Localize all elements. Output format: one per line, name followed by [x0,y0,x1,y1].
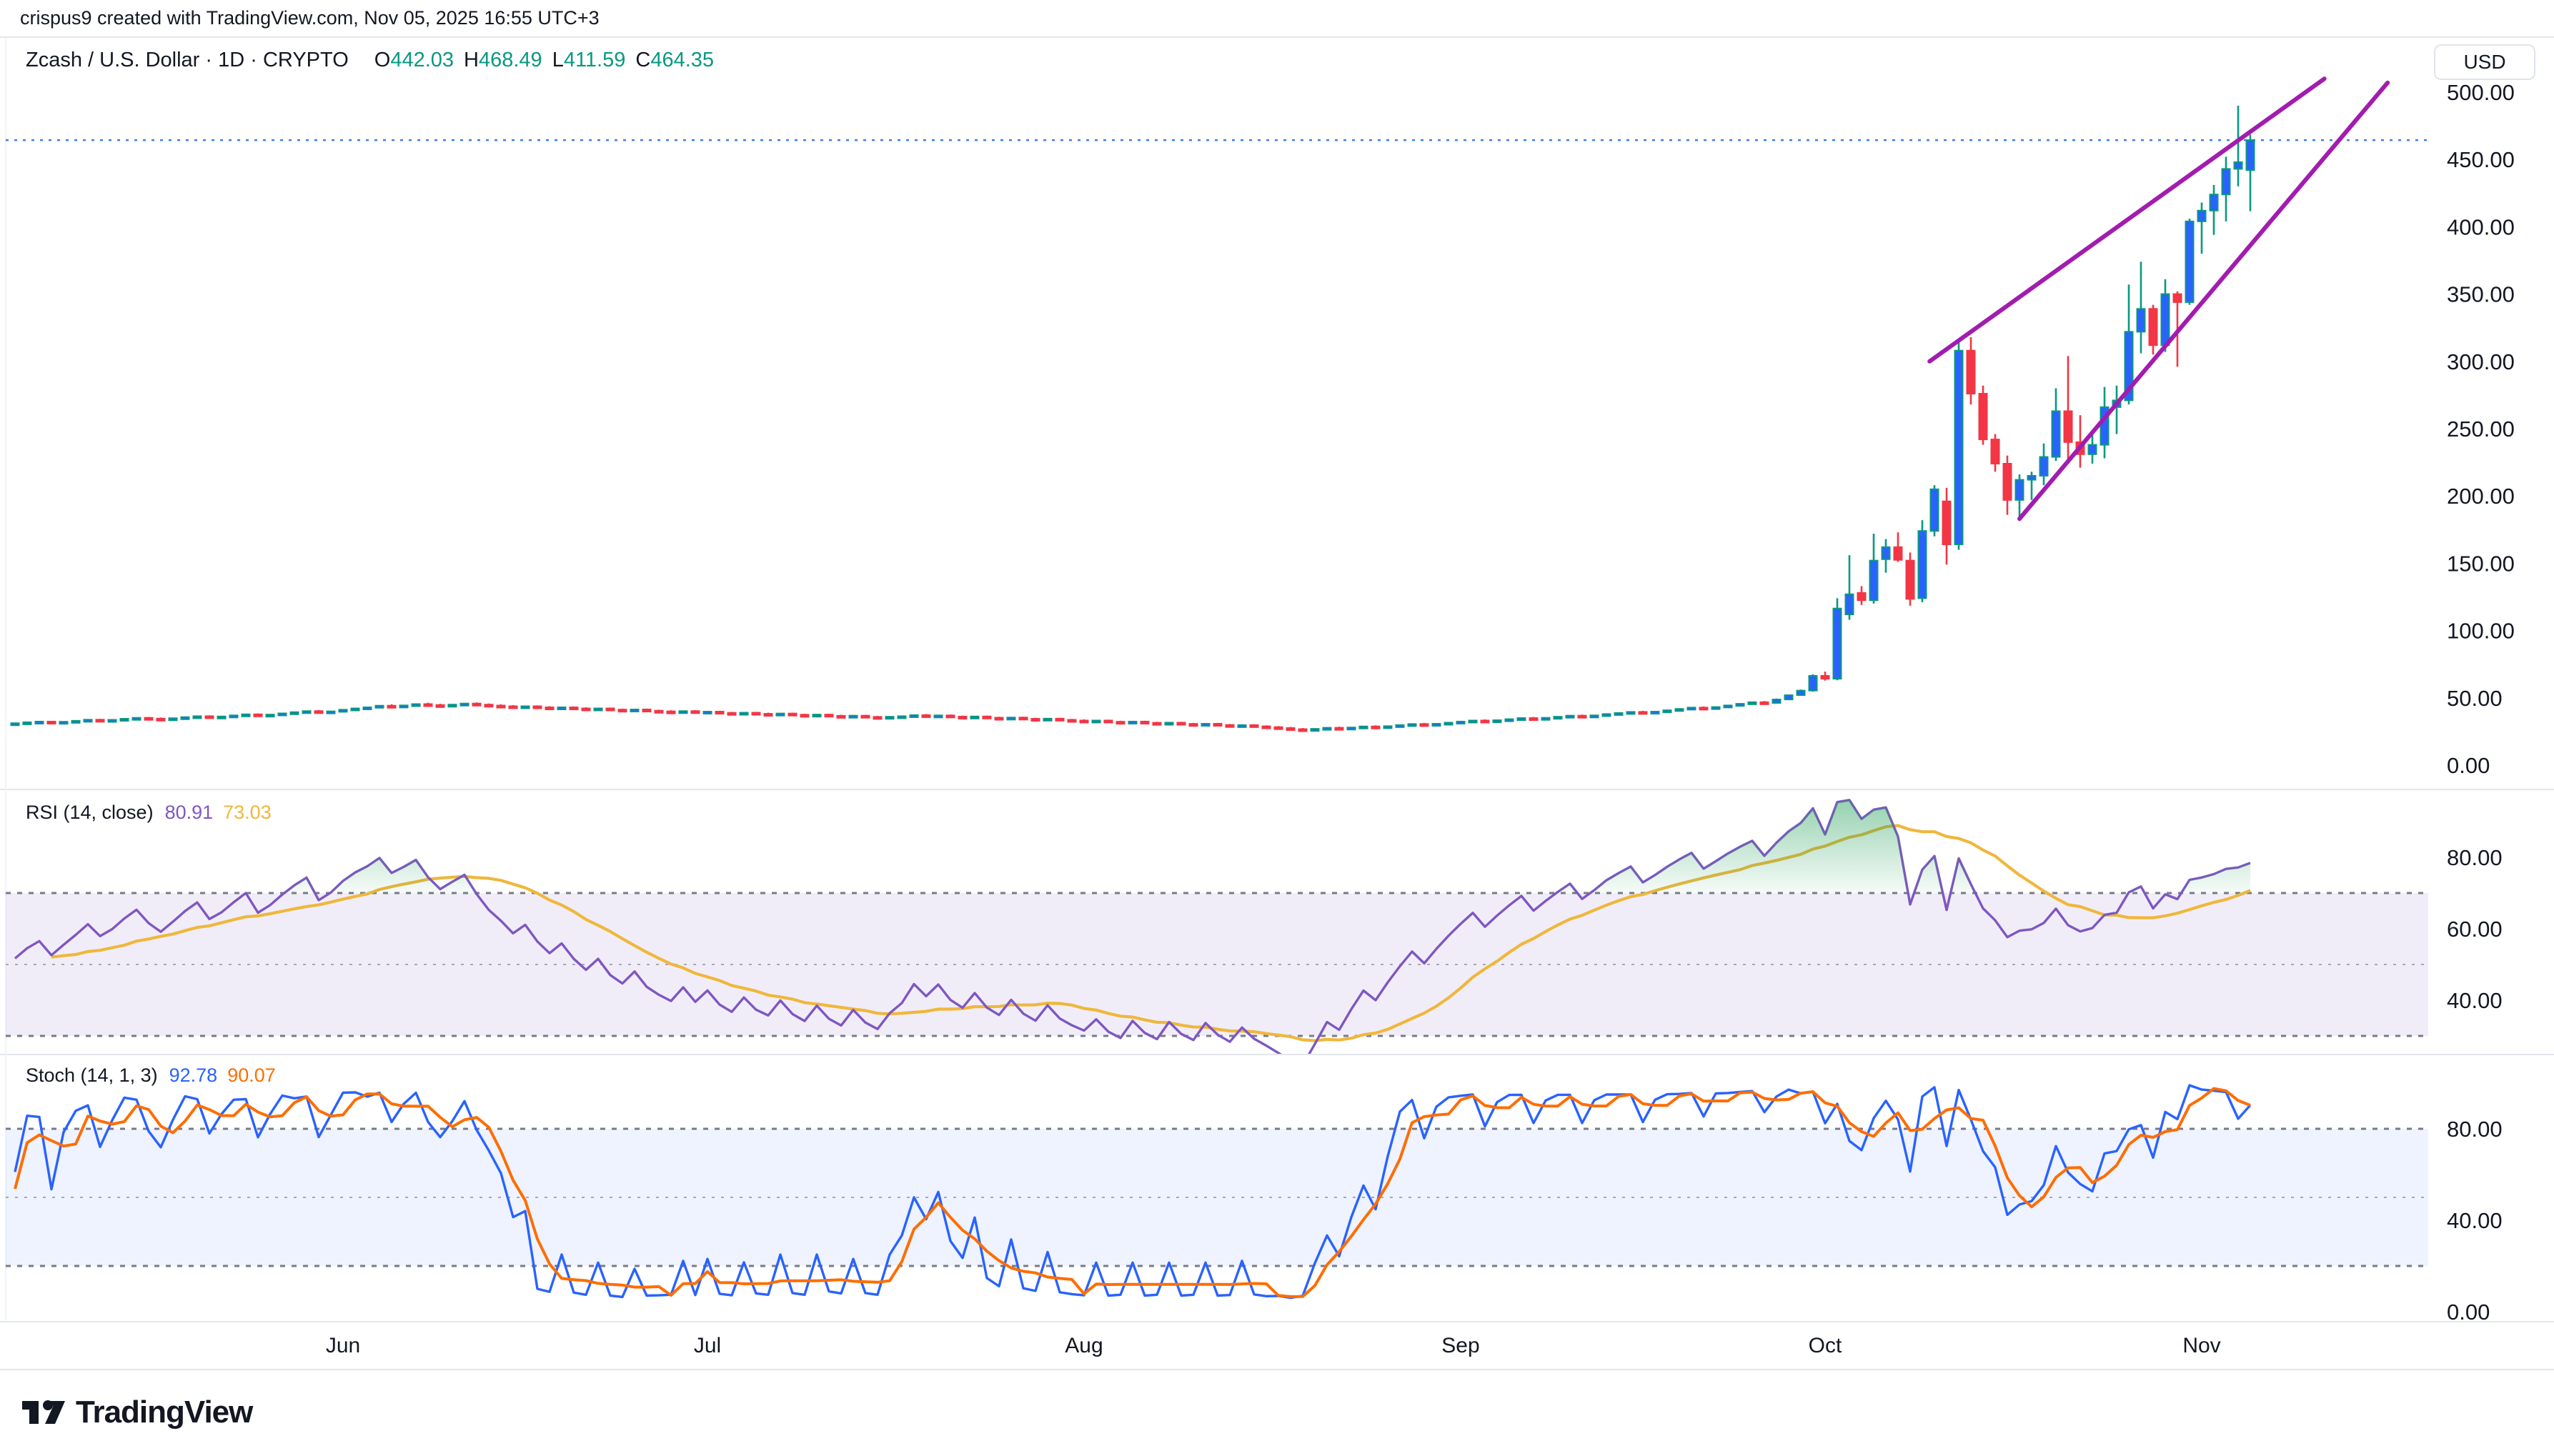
svg-text:250.00: 250.00 [2447,417,2515,442]
svg-text:350.00: 350.00 [2447,282,2515,307]
svg-text:300.00: 300.00 [2447,349,2515,374]
high-value: 468.49 [478,49,542,71]
rsi-legend[interactable]: RSI (14, close) 80.91 73.03 [26,802,272,824]
svg-text:40.00: 40.00 [2447,1208,2503,1233]
symbol-legend[interactable]: Zcash / U.S. Dollar · 1D · CRYPTO O442.03… [26,49,714,72]
stoch-d-value: 90.07 [227,1064,276,1086]
svg-text:Aug: Aug [1065,1334,1103,1357]
currency-unit-badge[interactable]: USD [2434,44,2535,80]
low-value: 411.59 [563,49,626,71]
svg-text:50.00: 50.00 [2447,686,2503,711]
svg-text:Sep: Sep [1441,1334,1479,1357]
svg-text:60.00: 60.00 [2447,917,2503,942]
svg-text:Jun: Jun [326,1334,360,1357]
stoch-legend[interactable]: Stoch (14, 1, 3) 92.78 90.07 [26,1064,276,1087]
close-label: C [635,49,651,71]
svg-text:Nov: Nov [2182,1334,2220,1357]
rsi-ma-value: 73.03 [223,802,272,823]
symbol-title[interactable]: Zcash / U.S. Dollar · 1D · CRYPTO [26,49,349,71]
stoch-k-value: 92.78 [169,1064,218,1086]
tradingview-logo-icon [22,1400,65,1424]
svg-text:400.00: 400.00 [2447,214,2515,239]
svg-text:150.00: 150.00 [2447,551,2515,576]
svg-text:450.00: 450.00 [2447,147,2515,172]
rsi-value: 80.91 [164,802,214,823]
close-value: 464.35 [650,49,715,71]
open-value: 442.03 [390,49,454,71]
svg-text:0.00: 0.00 [2447,753,2490,778]
open-label: O [374,49,391,71]
brand-text: TradingView [76,1395,253,1430]
svg-text:80.00: 80.00 [2447,1117,2503,1142]
svg-text:Oct: Oct [1809,1334,1842,1357]
svg-text:80.00: 80.00 [2447,845,2503,870]
svg-text:200.00: 200.00 [2447,484,2515,509]
rsi-title[interactable]: RSI (14, close) [26,802,154,823]
low-label: L [552,49,564,71]
footer-brand[interactable]: TradingView [21,1395,253,1430]
attribution-text: crispus9 created with TradingView.com, N… [20,7,600,29]
svg-text:500.00: 500.00 [2447,80,2515,105]
svg-text:Jul: Jul [694,1334,721,1357]
svg-text:100.00: 100.00 [2447,619,2515,644]
svg-text:40.00: 40.00 [2447,988,2503,1013]
stoch-title[interactable]: Stoch (14, 1, 3) [26,1064,158,1086]
high-label: H [464,49,479,71]
svg-text:0.00: 0.00 [2447,1300,2490,1325]
